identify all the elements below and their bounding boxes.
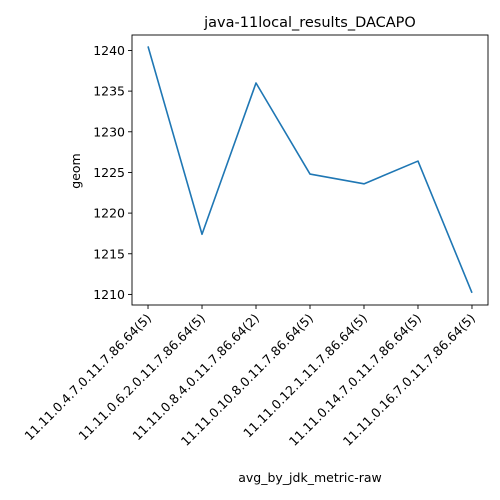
chart-title: java-11local_results_DACAPO (203, 15, 416, 31)
y-tick-label: 1210 (93, 287, 125, 302)
y-tick-label: 1220 (93, 206, 125, 221)
x-axis-label: avg_by_jdk_metric-raw (238, 470, 382, 485)
y-axis-label: geom (68, 153, 83, 188)
x-axis: 11.11.0.4.7.0.11.7.86.64(5)11.11.0.6.2.0… (21, 305, 478, 449)
y-tick-label: 1215 (93, 246, 125, 261)
y-tick-label: 1225 (93, 165, 125, 180)
plot-area (131, 34, 489, 306)
y-axis: 1210 1215 1220 1225 1230 1235 1240 (93, 43, 132, 302)
y-tick-label: 1240 (93, 43, 125, 58)
series-line-0 (147, 46, 473, 294)
y-tick-label: 1230 (93, 124, 125, 139)
plot-frame (131, 34, 489, 306)
y-tick-label: 1235 (93, 84, 125, 99)
